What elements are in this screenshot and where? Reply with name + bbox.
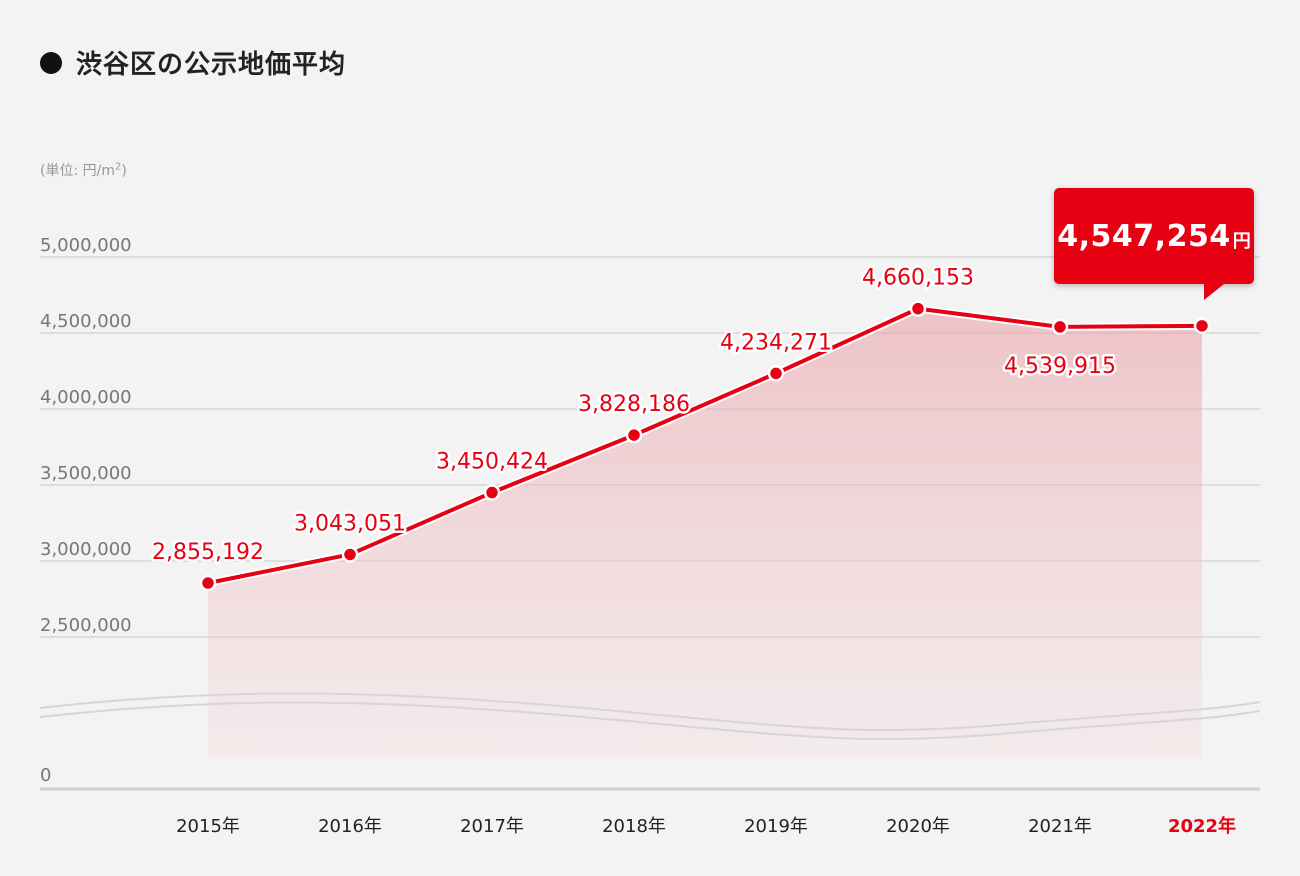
data-point	[769, 366, 783, 380]
x-tick-label: 2021年	[1028, 816, 1092, 837]
data-label: 4,660,153	[862, 266, 974, 291]
y-tick-label: 4,500,000	[40, 311, 132, 332]
latest-value-callout: 4,547,254 円	[1054, 188, 1254, 284]
data-point	[1195, 319, 1209, 333]
x-tick-label: 2018年	[602, 816, 666, 837]
data-label: 4,234,271	[720, 330, 832, 355]
y-tick-label: 3,500,000	[40, 463, 132, 484]
y-tick-label: 4,000,000	[40, 387, 132, 408]
x-tick-label: 2022年	[1168, 815, 1236, 837]
x-tick-label: 2017年	[460, 816, 524, 837]
x-tick-label: 2020年	[886, 816, 950, 837]
data-point	[1053, 320, 1067, 334]
data-label: 3,043,051	[294, 511, 406, 536]
data-point	[627, 428, 641, 442]
data-point	[911, 302, 925, 316]
x-tick-label: 2015年	[176, 816, 240, 837]
y-tick-label: 3,000,000	[40, 539, 132, 560]
data-point	[201, 576, 215, 590]
callout-value: 4,547,254	[1057, 219, 1230, 254]
y-tick-label: 5,000,000	[40, 235, 132, 256]
y-tick-label: 0	[40, 765, 51, 786]
data-label: 4,539,915	[1004, 354, 1116, 379]
data-point	[343, 547, 357, 561]
callout-unit: 円	[1233, 227, 1251, 253]
data-label: 2,855,192	[152, 540, 264, 565]
y-tick-label: 2,500,000	[40, 615, 132, 636]
data-point	[485, 486, 499, 500]
x-tick-label: 2016年	[318, 816, 382, 837]
x-tick-label: 2019年	[744, 816, 808, 837]
data-label: 3,828,186	[578, 392, 690, 417]
x-axis-ticks: 2015年 2016年 2017年 2018年 2019年 2020年 2021年 2022年	[176, 815, 1236, 837]
data-label: 3,450,424	[436, 450, 548, 475]
